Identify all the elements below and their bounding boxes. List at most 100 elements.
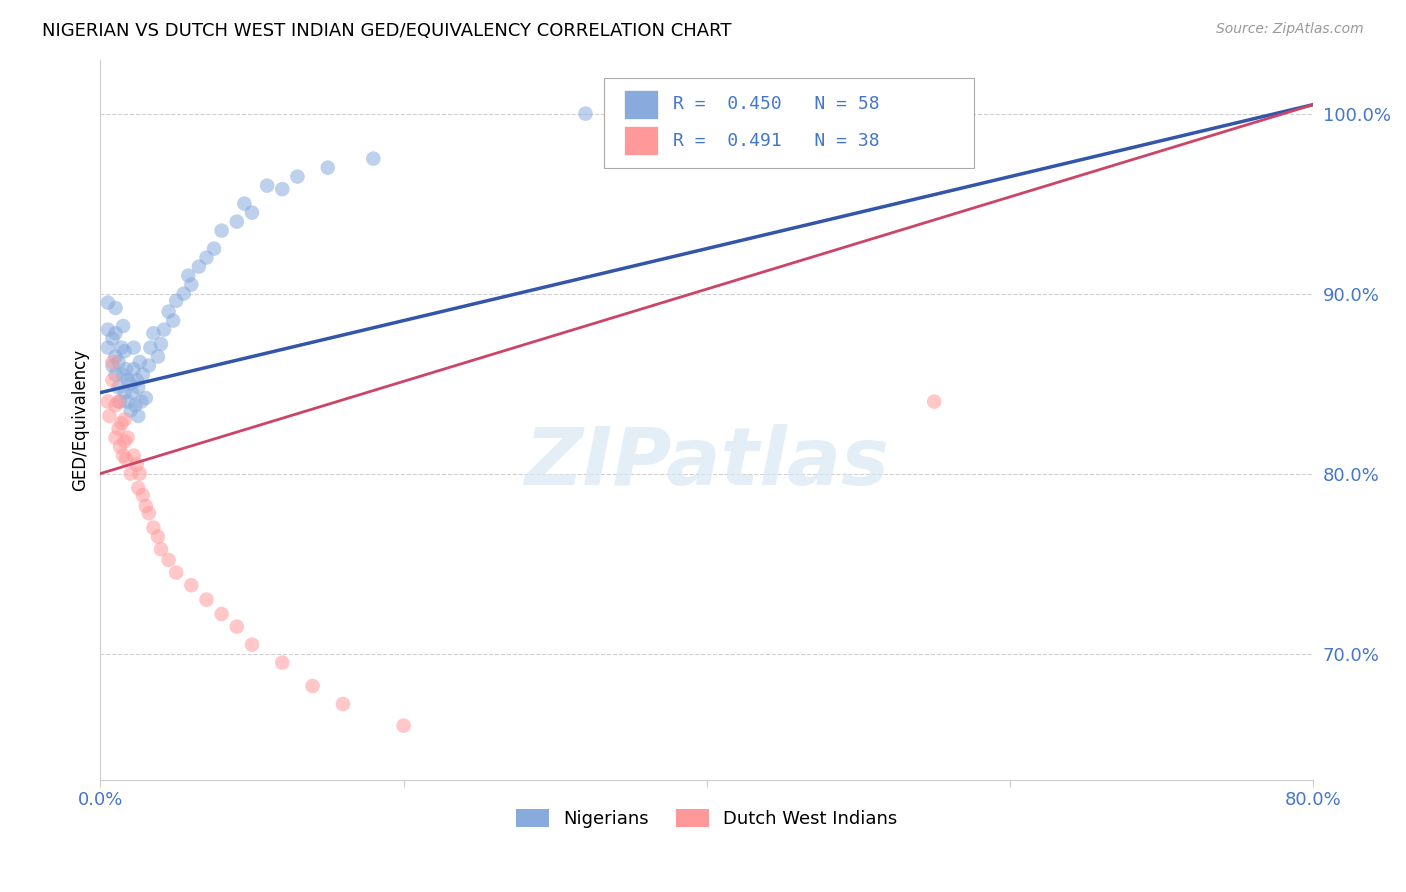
Point bbox=[177, 268, 200, 283]
Point bbox=[125, 373, 148, 387]
Point bbox=[97, 341, 120, 355]
Point bbox=[97, 394, 120, 409]
Point bbox=[101, 359, 124, 373]
Text: NIGERIAN VS DUTCH WEST INDIAN GED/EQUIVALENCY CORRELATION CHART: NIGERIAN VS DUTCH WEST INDIAN GED/EQUIVA… bbox=[42, 22, 731, 40]
Point bbox=[150, 337, 173, 351]
Point bbox=[114, 344, 136, 359]
Point bbox=[922, 394, 945, 409]
Point bbox=[225, 214, 247, 228]
Point bbox=[127, 380, 149, 394]
Point bbox=[117, 394, 139, 409]
Point bbox=[195, 592, 218, 607]
Point bbox=[301, 679, 323, 693]
FancyBboxPatch shape bbox=[603, 78, 974, 168]
Point bbox=[97, 295, 120, 310]
Point bbox=[104, 350, 127, 364]
Point bbox=[128, 355, 150, 369]
Point bbox=[180, 277, 202, 292]
Text: ZIPatlas: ZIPatlas bbox=[524, 424, 890, 502]
Point bbox=[107, 355, 129, 369]
Bar bbox=[624, 90, 658, 119]
Point bbox=[153, 323, 176, 337]
Point bbox=[120, 376, 142, 391]
Point bbox=[139, 341, 162, 355]
Point bbox=[97, 323, 120, 337]
Point bbox=[146, 530, 169, 544]
Point bbox=[173, 286, 195, 301]
Point bbox=[157, 553, 180, 567]
Point bbox=[104, 368, 127, 382]
Point bbox=[165, 566, 187, 580]
Point bbox=[104, 326, 127, 341]
Text: Source: ZipAtlas.com: Source: ZipAtlas.com bbox=[1216, 22, 1364, 37]
Point bbox=[332, 697, 354, 711]
Point bbox=[110, 416, 132, 430]
Point bbox=[361, 152, 384, 166]
Point bbox=[115, 362, 138, 376]
Point bbox=[157, 304, 180, 318]
Point bbox=[195, 251, 218, 265]
Point bbox=[392, 718, 415, 732]
Point bbox=[142, 326, 165, 341]
Point bbox=[112, 368, 135, 382]
Point bbox=[211, 607, 233, 621]
Point bbox=[233, 196, 256, 211]
Point bbox=[574, 106, 596, 120]
Point bbox=[128, 467, 150, 481]
Point bbox=[112, 449, 135, 463]
Point bbox=[101, 373, 124, 387]
Text: R =  0.450   N = 58: R = 0.450 N = 58 bbox=[673, 95, 880, 113]
Point bbox=[101, 355, 124, 369]
Point bbox=[138, 359, 160, 373]
Point bbox=[165, 293, 187, 308]
Point bbox=[117, 431, 139, 445]
Point bbox=[135, 391, 157, 405]
Point bbox=[115, 452, 138, 467]
Point bbox=[104, 301, 127, 315]
Point bbox=[122, 362, 145, 376]
Point bbox=[287, 169, 309, 184]
Point bbox=[211, 224, 233, 238]
Point bbox=[107, 380, 129, 394]
Point bbox=[104, 431, 127, 445]
Point bbox=[240, 205, 263, 219]
Point bbox=[108, 394, 131, 409]
Point bbox=[125, 458, 148, 472]
Legend: Nigerians, Dutch West Indians: Nigerians, Dutch West Indians bbox=[509, 802, 904, 836]
Point bbox=[120, 467, 142, 481]
Point bbox=[180, 578, 202, 592]
Point bbox=[107, 422, 129, 436]
Point bbox=[240, 638, 263, 652]
Point bbox=[146, 350, 169, 364]
Point bbox=[114, 434, 136, 449]
Y-axis label: GED/Equivalency: GED/Equivalency bbox=[72, 349, 89, 491]
Point bbox=[122, 341, 145, 355]
Point bbox=[108, 440, 131, 454]
Point bbox=[187, 260, 209, 274]
Point bbox=[271, 656, 294, 670]
Point bbox=[132, 368, 155, 382]
Point bbox=[112, 318, 135, 333]
Bar bbox=[624, 127, 658, 155]
Point bbox=[110, 341, 132, 355]
Point bbox=[114, 412, 136, 426]
Point bbox=[132, 488, 155, 502]
Point bbox=[98, 409, 121, 423]
Point bbox=[107, 394, 129, 409]
Point bbox=[104, 398, 127, 412]
Point bbox=[117, 373, 139, 387]
Point bbox=[150, 542, 173, 557]
Point bbox=[129, 394, 152, 409]
Point bbox=[271, 182, 294, 196]
Point bbox=[121, 385, 143, 400]
Point bbox=[124, 398, 146, 412]
Point bbox=[316, 161, 339, 175]
Point bbox=[225, 619, 247, 633]
Point bbox=[120, 403, 142, 417]
Point bbox=[135, 499, 157, 513]
Point bbox=[122, 449, 145, 463]
Point bbox=[202, 242, 225, 256]
Point bbox=[127, 481, 149, 495]
Text: R =  0.491   N = 38: R = 0.491 N = 38 bbox=[673, 132, 880, 150]
Point bbox=[127, 409, 149, 423]
